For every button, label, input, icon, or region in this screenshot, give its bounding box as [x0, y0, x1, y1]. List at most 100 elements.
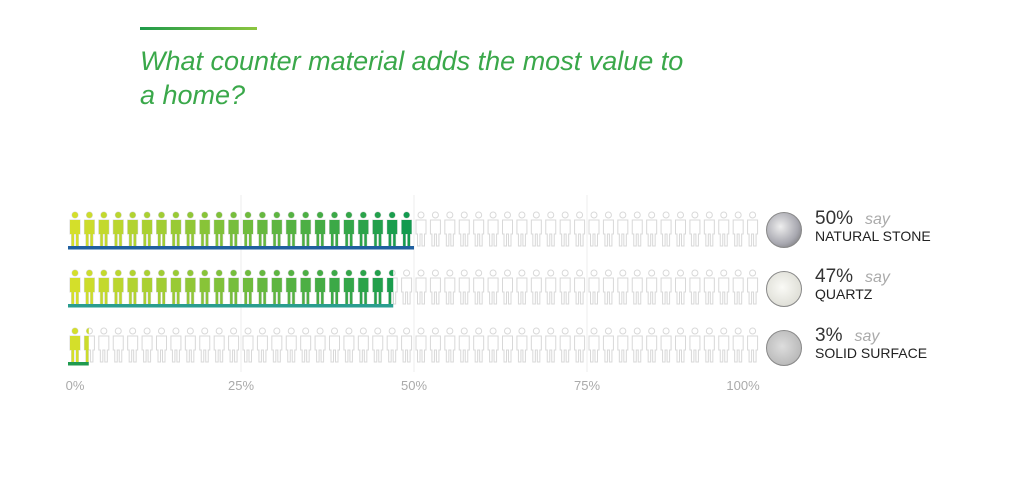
person-icon: [718, 269, 730, 305]
person-icon: [732, 269, 744, 305]
person-icon: [415, 269, 427, 305]
person-icon: [357, 327, 369, 363]
person-icon: [545, 327, 557, 363]
say-label: say: [854, 328, 880, 345]
person-icon: [70, 212, 80, 246]
person-icon: [703, 269, 715, 305]
person-icon: [343, 327, 355, 363]
person-icon: [127, 270, 138, 304]
person-icon: [156, 327, 167, 363]
person-icon: [559, 269, 571, 305]
label-solid-surface: 3% say SOLID SURFACE: [815, 325, 927, 361]
person-icon: [602, 269, 614, 305]
person-icon: [502, 211, 513, 247]
person-icon: [675, 269, 686, 305]
say-label: say: [865, 269, 890, 286]
person-icon: [703, 327, 715, 363]
quartz-swatch-icon: [766, 271, 802, 307]
person-icon: [185, 212, 196, 246]
person-icon: [387, 270, 394, 304]
person-icon: [530, 211, 542, 247]
person-icon: [617, 211, 629, 247]
person-icon: [113, 212, 124, 246]
person-icon: [473, 269, 485, 305]
person-icon: [703, 211, 715, 247]
person-icon: [602, 327, 614, 363]
label-natural-stone: 50% say NATURAL STONE: [815, 208, 931, 244]
person-icon: [718, 211, 730, 247]
person-icon: [343, 270, 354, 304]
person-icon: [271, 327, 283, 363]
person-icon: [617, 327, 629, 363]
person-icon: [458, 269, 470, 305]
series-row-0: [68, 211, 759, 250]
person-icon: [545, 269, 557, 305]
person-icon: [429, 327, 441, 363]
person-icon: [199, 212, 210, 246]
person-icon: [689, 269, 701, 305]
person-icon: [372, 212, 383, 246]
person-icon: [559, 327, 571, 363]
person-icon: [127, 327, 139, 363]
person-icon: [84, 212, 95, 246]
person-icon: [243, 212, 253, 246]
person-icon: [256, 327, 268, 363]
person-icon: [588, 211, 600, 247]
person-icon: [372, 327, 384, 363]
person-icon: [358, 270, 369, 304]
person-icon: [617, 269, 629, 305]
person-icon: [473, 327, 485, 363]
value-bar: [68, 362, 89, 366]
person-icon: [545, 211, 557, 247]
person-icon: [675, 211, 686, 247]
person-icon: [415, 211, 427, 247]
category-label: SOLID SURFACE: [815, 345, 928, 361]
person-icon: [300, 327, 312, 363]
x-tick-label: 100%: [726, 378, 760, 393]
person-icon: [257, 212, 268, 246]
person-icon: [315, 270, 326, 304]
person-icon: [199, 327, 211, 363]
person-icon: [228, 270, 239, 304]
person-icon: [530, 269, 542, 305]
person-icon: [228, 327, 240, 363]
person-icon: [530, 327, 542, 363]
person-icon: [329, 270, 340, 304]
person-icon: [257, 270, 268, 304]
person-icon: [84, 270, 95, 304]
person-icon: [588, 327, 600, 363]
person-icon: [170, 270, 181, 304]
person-icon: [170, 212, 181, 246]
person-icon: [271, 212, 282, 246]
person-icon: [199, 270, 210, 304]
person-icon: [329, 327, 340, 363]
x-tick-label: 0%: [66, 378, 85, 393]
person-icon: [271, 270, 282, 304]
person-icon: [660, 327, 672, 363]
title-accent-line: [140, 27, 257, 30]
person-icon: [602, 211, 614, 247]
person-icon: [458, 327, 470, 363]
x-tick-label: 25%: [228, 378, 254, 393]
category-label: QUARTZ: [815, 286, 873, 302]
person-icon: [127, 212, 138, 246]
person-icon: [732, 327, 744, 363]
person-icon: [112, 327, 124, 363]
person-icon: [429, 269, 441, 305]
person-icon: [516, 211, 528, 247]
series-row-2: [68, 327, 759, 366]
person-icon: [84, 328, 89, 362]
person-icon: [660, 211, 672, 247]
person-icon: [141, 327, 153, 363]
person-icon: [646, 269, 658, 305]
person-icon: [142, 212, 153, 246]
person-icon: [70, 328, 80, 362]
person-icon: [401, 212, 412, 246]
person-icon: [156, 270, 167, 304]
person-icon: [660, 269, 672, 305]
person-icon: [502, 269, 513, 305]
person-icon: [214, 270, 225, 304]
value-label: 3%: [815, 325, 843, 346]
person-icon: [444, 211, 456, 247]
